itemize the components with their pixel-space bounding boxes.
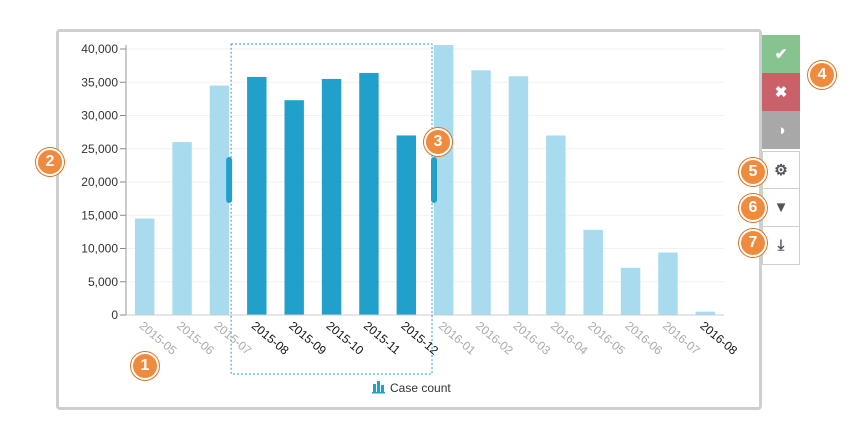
invert-selection-button[interactable]: ◑ (762, 111, 800, 149)
bar[interactable] (471, 70, 491, 315)
bar[interactable] (620, 267, 641, 315)
chart-toolbar: ✔ ✖ ◑ ⚙ ▼ ⤓ (762, 35, 800, 265)
close-icon: ✖ (774, 84, 788, 101)
confirm-selection-button[interactable]: ✔ (762, 35, 800, 73)
download-button[interactable]: ⤓ (762, 227, 800, 265)
filter-icon: ▼ (773, 199, 789, 216)
bar[interactable] (321, 78, 342, 315)
y-tick-label: 0 (111, 308, 118, 322)
cancel-selection-button[interactable]: ✖ (762, 73, 800, 111)
y-tick-label: 40,000 (81, 42, 118, 56)
y-tick-label: 15,000 (81, 208, 118, 222)
y-tick-label: 35,000 (81, 75, 118, 89)
x-tick-label: 2015-07 (212, 319, 255, 358)
x-tick-label: 2016-08 (697, 319, 740, 358)
bar[interactable] (134, 218, 155, 315)
selection-handle-right[interactable] (431, 157, 437, 203)
x-tick-label: 2016-04 (548, 319, 591, 358)
selection-box (230, 43, 433, 375)
bar[interactable] (359, 72, 379, 315)
bar-chart-icon (372, 381, 385, 394)
x-tick-label: 2015-12 (398, 319, 441, 358)
check-icon: ✔ (774, 46, 788, 63)
callout-badge-4: 4 (808, 61, 836, 89)
x-tick-label: 2015-10 (324, 319, 367, 358)
bar[interactable] (396, 135, 417, 315)
callout-badge-3: 3 (424, 128, 452, 156)
x-tick-label: 2016-03 (511, 319, 554, 358)
bar[interactable] (433, 45, 454, 315)
x-tick-label: 2016-02 (473, 319, 516, 358)
callout-badge-1: 1 (131, 352, 159, 380)
callout-badge-6: 6 (739, 194, 767, 222)
bar[interactable] (546, 135, 566, 315)
x-tick-label: 2016-01 (436, 319, 479, 358)
bar[interactable] (284, 100, 304, 315)
y-tick-label: 30,000 (81, 109, 118, 123)
x-tick-label: 2015-11 (361, 319, 403, 358)
y-tick-label: 20,000 (81, 175, 118, 189)
x-tick-label: 2016-07 (660, 319, 703, 358)
bar[interactable] (658, 252, 678, 315)
legend-label: Case count (390, 381, 451, 395)
bar[interactable] (695, 311, 716, 315)
callout-badge-7: 7 (739, 229, 767, 257)
bar[interactable] (247, 76, 267, 316)
gear-icon: ⚙ (774, 162, 788, 179)
filter-button[interactable]: ▼ (762, 189, 800, 227)
legend: Case count (372, 381, 451, 395)
contrast-icon: ◑ (776, 121, 786, 139)
x-tick-label: 2015-09 (286, 319, 329, 358)
bar[interactable] (172, 142, 192, 315)
y-tick-label: 5,000 (88, 275, 118, 289)
y-tick-label: 10,000 (81, 242, 118, 256)
x-tick-label: 2016-06 (623, 319, 666, 358)
bar[interactable] (209, 85, 230, 315)
x-tick-label: 2015-06 (174, 319, 217, 358)
bar[interactable] (583, 229, 603, 315)
x-tick-label: 2015-08 (249, 319, 292, 358)
download-icon: ⤓ (777, 237, 785, 254)
y-tick-label: 25,000 (81, 142, 118, 156)
selection-handle-left[interactable] (226, 157, 233, 203)
bar[interactable] (508, 76, 529, 315)
callout-badge-5: 5 (739, 158, 767, 186)
x-tick-label: 2016-05 (585, 319, 628, 358)
callout-badge-2: 2 (36, 148, 64, 176)
settings-button[interactable]: ⚙ (762, 151, 800, 189)
